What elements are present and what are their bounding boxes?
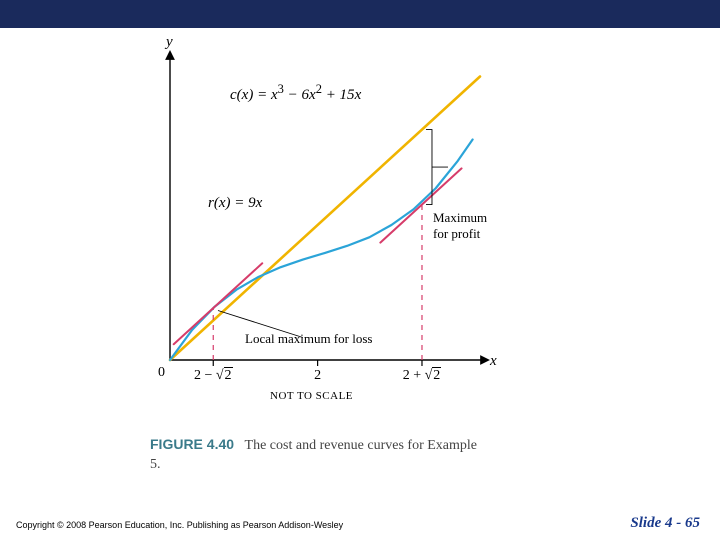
figure-caption: FIGURE 4.40 The cost and revenue curves … <box>150 435 490 475</box>
revenue-equation-label: r(x) = 9x <box>208 195 262 212</box>
max-profit-label: Maximumfor profit <box>433 210 487 241</box>
x-tick-label: 2 <box>288 368 348 384</box>
figure-4-40: y x c(x) = x3 − 6x2 + 15x r(x) = 9x Maxi… <box>130 40 530 420</box>
x-axis-label: x <box>490 353 497 370</box>
not-to-scale-label: NOT TO SCALE <box>270 390 353 402</box>
figure-number: FIGURE 4.40 <box>150 436 234 452</box>
origin-label: 0 <box>158 365 165 381</box>
x-tick-label: 2 + √2 <box>392 368 452 384</box>
copyright-text: Copyright © 2008 Pearson Education, Inc.… <box>16 520 343 530</box>
local-max-loss-label: Local maximum for loss <box>245 331 372 347</box>
y-axis-label: y <box>166 34 173 51</box>
slide-number: Slide 4 - 65 <box>630 515 700 532</box>
cost-equation-label: c(x) = x3 − 6x2 + 15x <box>230 82 361 104</box>
x-tick-label: 2 − √2 <box>183 368 243 384</box>
slide-top-bar <box>0 0 720 28</box>
